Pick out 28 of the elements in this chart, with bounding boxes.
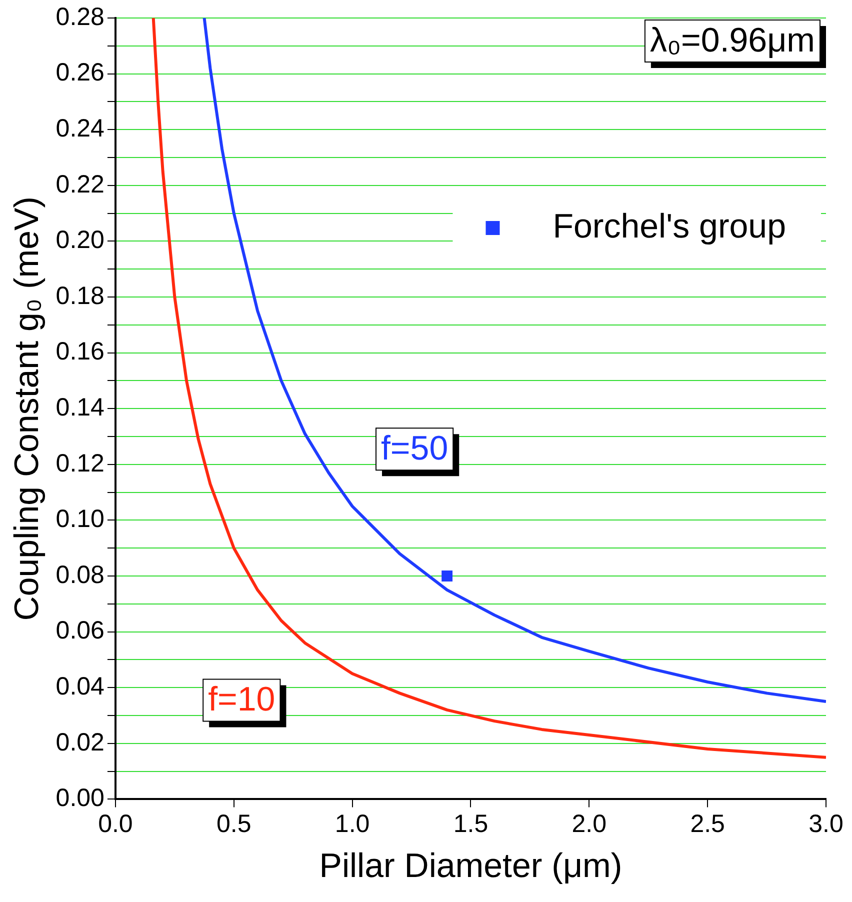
y-tick-label: 0.06 xyxy=(56,616,104,645)
x-tick-label: 2.5 xyxy=(690,810,725,838)
x-tick-label: 1.5 xyxy=(453,810,488,838)
series-label: f=50 xyxy=(380,430,448,468)
y-tick-label: 0.00 xyxy=(56,784,104,812)
y-tick-label: 0.26 xyxy=(56,58,104,87)
y-tick-label: 0.12 xyxy=(56,449,104,478)
x-tick-label: 0.5 xyxy=(216,810,252,838)
x-axis-title: Pillar Diameter (μm) xyxy=(319,846,622,885)
y-tick-label: 0.10 xyxy=(56,505,104,534)
y-tick-label: 0.04 xyxy=(56,672,105,700)
y-tick-label: 0.16 xyxy=(56,338,104,366)
series-label: f=10 xyxy=(208,680,276,719)
y-tick-label: 0.28 xyxy=(56,2,104,31)
y-tick-label: 0.18 xyxy=(56,282,104,310)
x-tick-label: 3.0 xyxy=(808,810,844,838)
y-tick-label: 0.14 xyxy=(56,393,105,422)
x-tick-label: 1.0 xyxy=(334,810,370,838)
y-tick-label: 0.02 xyxy=(56,728,104,756)
y-tick-label: 0.24 xyxy=(56,114,105,142)
y-tick-label: 0.20 xyxy=(56,226,104,254)
annotation: λ₀=0.96μm xyxy=(650,21,816,60)
x-tick-label: 0.0 xyxy=(98,810,133,838)
y-axis-title: Coupling Constant g₀ (meV) xyxy=(8,196,46,621)
legend-label: Forchel's group xyxy=(552,207,786,246)
x-tick-label: 2.0 xyxy=(572,810,607,838)
y-tick-label: 0.22 xyxy=(56,170,104,198)
y-tick-label: 0.08 xyxy=(56,560,104,589)
